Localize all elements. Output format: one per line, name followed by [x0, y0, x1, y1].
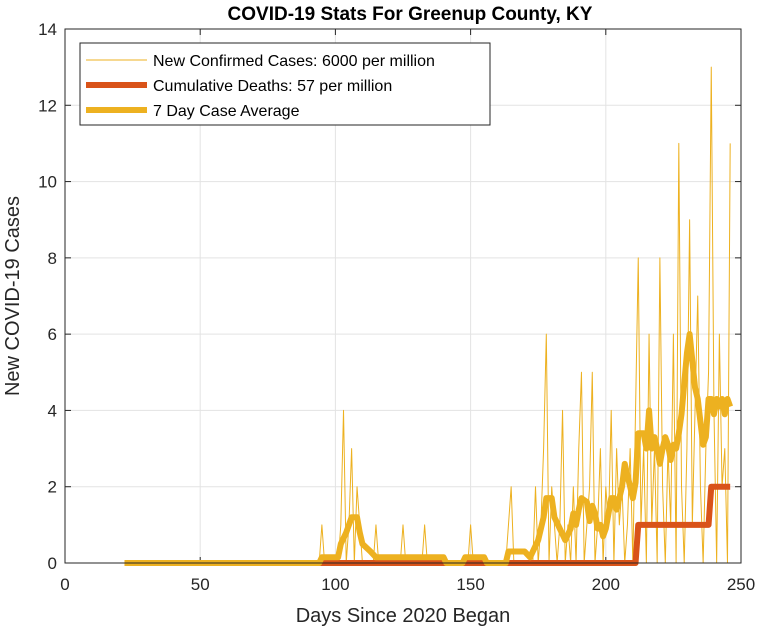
- y-tick-label: 0: [48, 554, 57, 573]
- legend-label-deaths: Cumulative Deaths: 57 per million: [153, 78, 392, 95]
- legend-label-new-cases: New Confirmed Cases: 6000 per million: [153, 53, 435, 70]
- y-tick-label: 6: [48, 325, 57, 344]
- legend-box: [79, 42, 491, 126]
- y-tick-label: 4: [48, 401, 57, 420]
- legend: New Confirmed Cases: 6000 per million Cu…: [79, 42, 491, 126]
- tick-labels: 0 50 100 150 200 250 0 2 4 6 8 10 12 14: [38, 20, 755, 594]
- y-axis-label: New COVID-19 Cases: [2, 196, 24, 396]
- y-tick-label: 14: [38, 20, 57, 39]
- chart-title: COVID-19 Stats For Greenup County, KY: [228, 4, 593, 25]
- x-tick-label: 100: [321, 575, 349, 594]
- x-tick-label: 50: [191, 575, 210, 594]
- x-tick-label: 150: [456, 575, 484, 594]
- x-tick-label: 0: [60, 575, 69, 594]
- y-tick-label: 8: [48, 249, 57, 268]
- plot-frame: [64, 28, 742, 564]
- x-tick-label: 200: [592, 575, 620, 594]
- x-axis-label: Days Since 2020 Began: [296, 605, 511, 627]
- y-tick-label: 2: [48, 478, 57, 497]
- series-7-day-case-average: [124, 331, 734, 566]
- legend-label-case-average: 7 Day Case Average: [153, 103, 300, 120]
- y-tick-label: 12: [38, 96, 57, 115]
- x-tick-label: 250: [727, 575, 755, 594]
- y-tick-label: 10: [38, 173, 57, 192]
